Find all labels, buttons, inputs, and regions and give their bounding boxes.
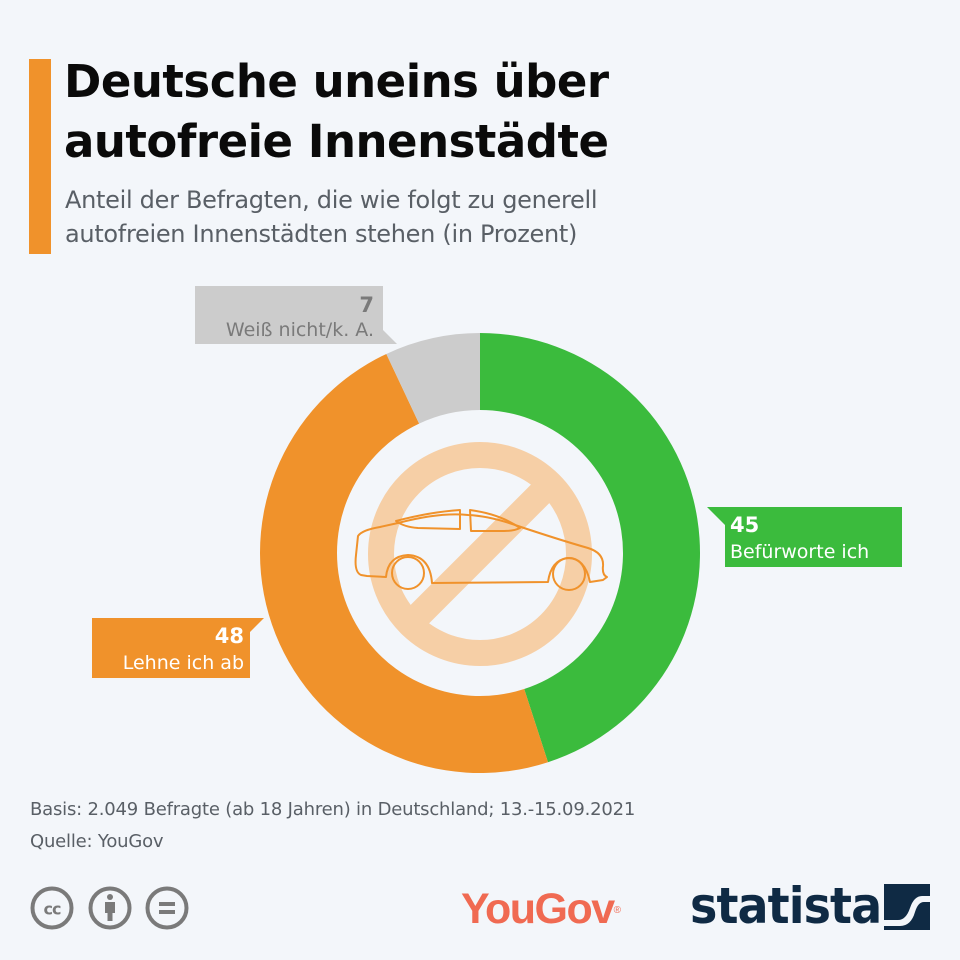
cc-icon[interactable]: cc — [30, 886, 74, 930]
car-icon — [354, 509, 608, 591]
label-favor: 45 Befürworte ich — [707, 507, 902, 567]
svg-text:cc: cc — [44, 900, 61, 919]
attribution-icon[interactable] — [88, 886, 132, 930]
no-cars-icon — [354, 442, 608, 666]
prohibition-ring — [368, 442, 592, 666]
label-oppose: 48 Lehne ich ab — [92, 618, 264, 678]
statista-logo-mark — [884, 884, 930, 930]
subtitle-line-1: Anteil der Befragten, die wie folgt zu g… — [65, 186, 598, 214]
subtitle: Anteil der Befragten, die wie folgt zu g… — [65, 183, 925, 251]
slice-favor — [480, 333, 700, 763]
yougov-logo-text: YouGov — [461, 885, 615, 933]
label-oppose-text: Lehne ich ab — [123, 652, 244, 674]
source-note: Quelle: YouGov — [30, 831, 164, 852]
prohibition-slash — [403, 477, 557, 631]
donut-slices — [259, 333, 700, 774]
label-unknown-box — [195, 286, 397, 344]
label-unknown-text: Weiß nicht/k. A. — [226, 319, 374, 341]
title-line-2: autofreie Innenstädte — [64, 115, 609, 168]
label-oppose-box — [92, 618, 264, 678]
label-unknown-value: 7 — [359, 293, 374, 317]
label-favor-text: Befürworte ich — [730, 541, 869, 563]
subtitle-line-2: autofreien Innenstädten stehen (in Proze… — [65, 220, 578, 248]
footer-notes: Basis: 2.049 Befragte (ab 18 Jahren) in … — [30, 794, 635, 858]
slice-oppose — [259, 353, 548, 774]
slice-unknown — [386, 333, 480, 424]
title-accent-bar — [29, 59, 51, 254]
license-icons: cc — [30, 886, 189, 930]
no-derivatives-icon[interactable] — [145, 886, 189, 930]
registered-mark: ® — [613, 905, 622, 916]
label-unknown: 7 Weiß nicht/k. A. — [195, 286, 397, 344]
label-oppose-value: 48 — [215, 624, 244, 648]
page-title: Deutsche uneins über autofreie Innenstäd… — [64, 52, 924, 172]
statista-logo: statista — [690, 877, 882, 935]
label-favor-value: 45 — [730, 513, 759, 537]
title-line-1: Deutsche uneins über — [64, 55, 609, 108]
yougov-logo: YouGov® — [461, 886, 621, 932]
basis-note: Basis: 2.049 Befragte (ab 18 Jahren) in … — [30, 799, 636, 820]
label-favor-box — [707, 507, 902, 567]
